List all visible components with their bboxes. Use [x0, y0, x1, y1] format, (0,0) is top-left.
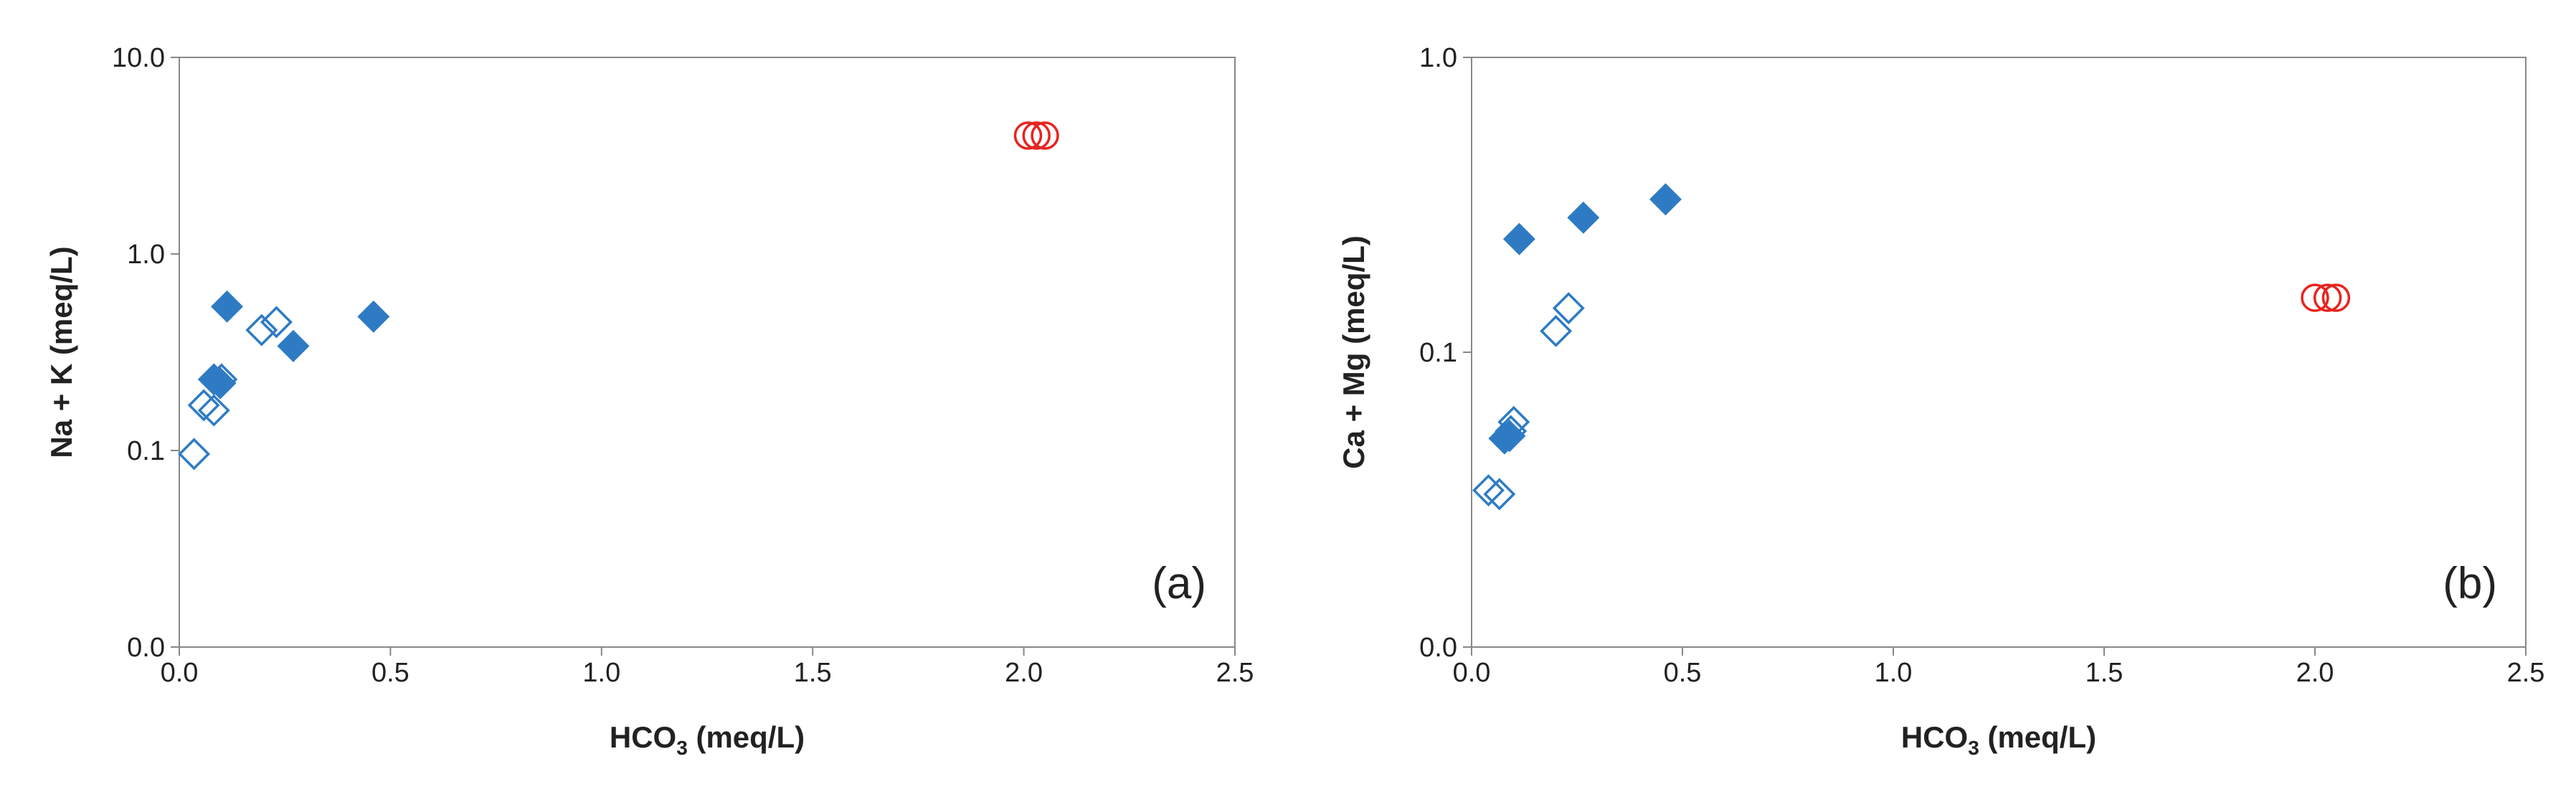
y-tick-label: 10.0 — [112, 43, 165, 73]
point — [197, 394, 230, 427]
point — [1552, 292, 1585, 325]
point — [1022, 121, 1051, 150]
y-tick-label: 1.0 — [1419, 43, 1457, 73]
x-tick-label: 2.0 — [1005, 658, 1043, 688]
y-tick-label: 0.1 — [1419, 338, 1457, 368]
x-tick-label: 2.5 — [1216, 658, 1254, 688]
point — [357, 300, 390, 333]
point — [2301, 283, 2329, 312]
point — [211, 290, 244, 323]
x-tick-label: 0.5 — [1664, 658, 1702, 688]
x-tick-label: 0.5 — [371, 658, 409, 688]
panel: 0.0 0.5 1.0 1.5 2.0 2.5 0.0 0.1 1.0 HCO3 (meq/L) C… — [1337, 43, 2544, 759]
x-axis-label-part: (meq/L) — [688, 720, 805, 754]
x-axis-label-part: HCO — [610, 720, 676, 754]
x-axis-label-part: 3 — [676, 737, 688, 759]
x-axis-label: HCO3 (meq/L) — [1901, 720, 2096, 759]
point — [260, 306, 293, 339]
point — [1483, 478, 1516, 511]
y-axis-label: Ca + Mg (meq/L) — [1337, 235, 1370, 469]
point — [1567, 201, 1600, 234]
x-tick-label: 1.5 — [2085, 658, 2123, 688]
x-axis-label-part: HCO — [1901, 720, 1968, 754]
x-tick-label: 0.0 — [1453, 658, 1491, 688]
x-tick-label: 1.0 — [582, 658, 620, 688]
point — [277, 329, 310, 362]
point — [1502, 222, 1535, 255]
plot-frame — [179, 57, 1236, 648]
point — [1497, 405, 1530, 438]
annotation: (b) — [2443, 559, 2497, 608]
y-tick-label: 0.0 — [127, 633, 165, 663]
point — [2313, 283, 2342, 312]
point — [1649, 183, 1682, 216]
x-tick-label: 2.5 — [2507, 658, 2545, 688]
y-tick-label: 0.0 — [1419, 633, 1457, 663]
point — [245, 313, 278, 346]
y-tick-label: 1.0 — [127, 240, 165, 270]
x-axis-label-part: 3 — [1968, 737, 1979, 759]
annotation: (a) — [1152, 559, 1206, 608]
panel: 0.0 0.5 1.0 1.5 2.0 2.5 0.0 0.1 1.0 10.0 HCO3 (meq… — [44, 43, 1254, 759]
point — [178, 438, 211, 471]
x-tick-label: 1.0 — [1875, 658, 1913, 688]
point — [2321, 283, 2351, 312]
plot-frame — [1471, 57, 2527, 648]
point — [1472, 474, 1505, 507]
point — [205, 363, 238, 396]
x-axis-label: HCO3 (meq/L) — [610, 720, 805, 759]
point — [187, 389, 220, 422]
point — [1540, 314, 1573, 347]
x-tick-label: 1.5 — [794, 658, 832, 688]
point — [1013, 121, 1043, 150]
point — [204, 367, 237, 400]
x-tick-label: 2.0 — [2296, 658, 2334, 688]
point — [1495, 415, 1528, 448]
x-axis-label-part: (meq/L) — [1979, 720, 2096, 754]
y-tick-label: 0.1 — [127, 436, 165, 466]
x-tick-label: 0.0 — [161, 658, 199, 688]
point — [1031, 121, 1059, 150]
y-axis-label: Na + K (meq/L) — [44, 246, 78, 458]
